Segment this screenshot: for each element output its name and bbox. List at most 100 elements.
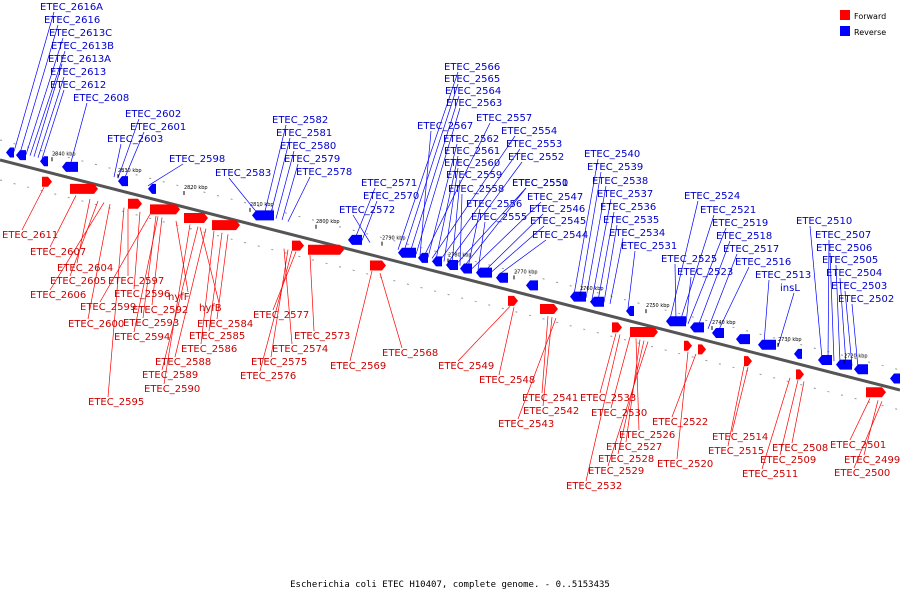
- forward-gene-label: ETEC_2499: [844, 455, 900, 466]
- reverse-gene-label: ETEC_2519: [712, 218, 768, 229]
- forward-gene-label: ETEC_2592: [132, 305, 188, 316]
- forward-leader-line: [270, 249, 289, 358]
- forward-leader-line: [49, 195, 77, 248]
- forward-leader-line: [457, 306, 511, 362]
- reverse-gene-label: ETEC_2517: [723, 244, 779, 255]
- forward-gene-label: ETEC_2594: [114, 332, 170, 343]
- scale-tick-label: 2800 kbp: [316, 219, 340, 225]
- reverse-gene-label: ETEC_2550: [512, 178, 568, 189]
- reverse-gene-arrow: [626, 305, 634, 316]
- reverse-leader-line: [451, 179, 461, 264]
- reverse-leader-line: [427, 143, 458, 258]
- reverse-gene-label: ETEC_2560: [444, 158, 500, 169]
- forward-gene-label: ETEC_2597: [108, 276, 164, 287]
- reverse-gene-label: ETEC_2547: [527, 192, 583, 203]
- reverse-gene-label: ETEC_2565: [444, 74, 500, 85]
- forward-gene-label: ETEC_2548: [479, 375, 535, 386]
- forward-gene-label: ETEC_2607: [30, 247, 86, 258]
- reverse-gene-label: ETEC_2562: [443, 134, 499, 145]
- forward-leader-line: [99, 214, 151, 303]
- reverse-gene-label: ETEC_2558: [448, 184, 504, 195]
- reverse-leader-line: [835, 264, 841, 363]
- forward-gene-label: ETEC_2584: [197, 319, 253, 330]
- reverse-gene-label: ETEC_2536: [600, 202, 656, 213]
- forward-gene-label: ETEC_2522: [652, 417, 708, 428]
- forward-leader-line: [498, 307, 515, 376]
- reverse-gene-label: ETEC_2544: [532, 230, 588, 241]
- forward-leader-line: [849, 398, 871, 441]
- reverse-gene-label: ETEC_2537: [597, 189, 653, 200]
- scale-tick-label: 2790 kbp: [382, 236, 406, 242]
- scale-tick-label: 2760 kbp: [580, 286, 604, 292]
- reverse-gene-label: insL: [780, 283, 800, 294]
- reverse-gene-label: ETEC_2567: [417, 121, 473, 132]
- reverse-gene-arrow: [62, 161, 78, 172]
- reverse-gene-label: ETEC_2521: [700, 205, 756, 216]
- reverse-gene-label: ETEC_2506: [816, 243, 872, 254]
- forward-gene-label: ETEC_2526: [619, 430, 675, 441]
- reverse-gene-label: ETEC_2525: [661, 254, 717, 265]
- scale-ticks: 2840 kbp 2830 kbp 2820 kbp 2810 kbp 2800 kbp…: [51, 151, 868, 364]
- reverse-leader-line: [439, 148, 521, 261]
- reverse-gene-arrow: [252, 210, 274, 221]
- reverse-leader-line: [579, 171, 602, 297]
- reverse-leader-line: [844, 290, 853, 366]
- reverse-gene-arrow: [570, 291, 586, 302]
- forward-leader-line: [517, 317, 557, 420]
- forward-gene-label: ETEC_2577: [253, 310, 309, 321]
- reverse-gene-label: ETEC_2551: [512, 178, 568, 189]
- reverse-gene-label: ETEC_2557: [476, 113, 532, 124]
- scale-tick-label: 2820 kbp: [184, 185, 208, 191]
- forward-gene-label: ETEC_2600: [68, 319, 124, 330]
- reverse-track-line: [0, 139, 900, 371]
- forward-leader-line: [216, 234, 229, 320]
- forward-gene-label: ETEC_2520: [657, 459, 713, 470]
- reverse-gene-arrow: [6, 147, 14, 158]
- reverse-gene-label: ETEC_2566: [444, 62, 500, 73]
- reverse-gene-label: ETEC_2598: [169, 154, 225, 165]
- gene-labels: ETEC_2616A ETEC_2616 ETEC_2613C ETEC_2613B E…: [2, 2, 900, 492]
- forward-gene-label: ETEC_2606: [30, 290, 86, 301]
- reverse-gene-arrow: [16, 150, 26, 161]
- forward-gene-label: ETEC_2595: [88, 397, 144, 408]
- forward-leader-line: [142, 215, 157, 319]
- legend: Forward Reverse: [840, 10, 886, 37]
- forward-leader-line: [272, 251, 297, 311]
- reverse-leader-line: [627, 250, 636, 309]
- forward-gene-label: ETEC_2508: [772, 443, 828, 454]
- reverse-gene-label: ETEC_2602: [125, 109, 181, 120]
- forward-leader-line: [283, 248, 293, 345]
- reverse-gene-arrow: [836, 359, 852, 370]
- reverse-gene-label: ETEC_2538: [592, 176, 648, 187]
- reverse-leader-line: [471, 201, 542, 269]
- reverse-leader-line: [354, 187, 376, 239]
- reverse-leader-line: [455, 187, 527, 265]
- reverse-gene-arrow: [460, 263, 472, 274]
- reverse-gene-label: ETEC_2616: [44, 15, 100, 26]
- reverse-gene-label: ETEC_2513: [755, 270, 811, 281]
- reverse-leader-line: [263, 124, 287, 216]
- reverse-gene-label: ETEC_2553: [506, 139, 562, 150]
- forward-gene-label: ETEC_2500: [834, 468, 890, 479]
- forward-gene-arrow: [70, 183, 98, 194]
- reverse-gene-label: ETEC_2563: [446, 98, 502, 109]
- forward-gene-arrow: [540, 304, 558, 314]
- forward-gene-label: ETEC_2530: [591, 408, 647, 419]
- forward-gene-label: ETEC_2514: [712, 432, 768, 443]
- reverse-gene-label: ETEC_2554: [501, 126, 557, 137]
- forward-gene-arrow: [42, 176, 52, 187]
- reverse-leader-line: [423, 122, 491, 257]
- reverse-leader-line: [117, 118, 140, 179]
- reverse-leader-line: [113, 143, 122, 178]
- forward-gene-label: ETEC_2533: [580, 393, 636, 404]
- genome-backbone: [0, 158, 900, 392]
- reverse-leader-line: [69, 102, 88, 166]
- reverse-gene-label: ETEC_2546: [529, 204, 585, 215]
- reverse-gene-arrow: [148, 183, 156, 194]
- forward-gene-arrow: [308, 244, 344, 255]
- reverse-gene-arrow: [758, 339, 776, 350]
- reverse-leader-line: [41, 89, 65, 159]
- reverse-leader-line: [435, 155, 459, 260]
- reverse-gene-label: ETEC_2613B: [51, 41, 114, 52]
- forward-leader-line: [309, 255, 315, 332]
